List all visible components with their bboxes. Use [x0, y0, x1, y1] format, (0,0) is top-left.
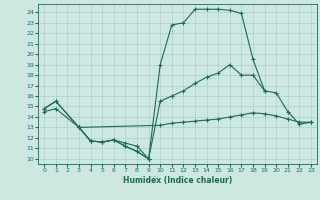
X-axis label: Humidex (Indice chaleur): Humidex (Indice chaleur) [123, 176, 232, 185]
